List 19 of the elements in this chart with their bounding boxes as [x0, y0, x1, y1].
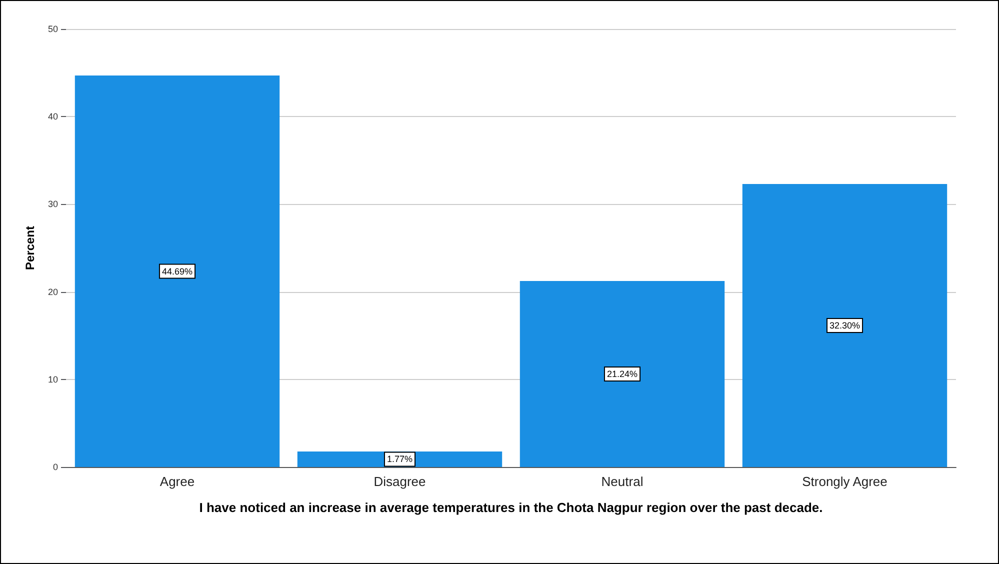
x-tick-label: Neutral: [601, 474, 644, 489]
bar: [74, 76, 280, 467]
x-tick-label: Disagree: [374, 474, 426, 489]
y-tick-label: 20: [48, 286, 58, 297]
data-label: 44.69%: [162, 266, 193, 276]
y-tick-label: 10: [48, 374, 58, 384]
y-tick-label: 30: [48, 199, 58, 210]
data-label: 21.24%: [606, 368, 638, 379]
x-tick-label: Agree: [160, 474, 195, 489]
y-tick-label: 40: [48, 112, 58, 122]
x-axis-title: I have noticed an increase in average temperatures in the Chota Nagpur region over the past decade.: [199, 500, 823, 515]
y-tick-label: 50: [48, 24, 58, 34]
data-label: 32.30%: [829, 320, 860, 331]
bar: [520, 280, 725, 467]
y-axis-title: Percent: [23, 226, 37, 270]
bar: [742, 184, 948, 467]
x-tick-label: Strongly Agree: [802, 474, 888, 489]
data-label: 1.77%: [386, 454, 413, 464]
y-tick-label: 0: [52, 462, 58, 472]
